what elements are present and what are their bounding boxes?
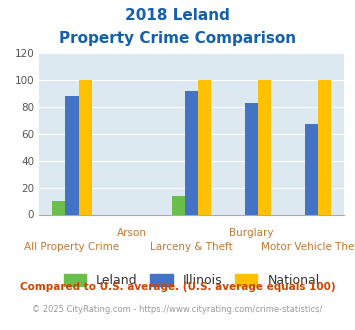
Bar bbox=[185, 90, 198, 214]
Bar bbox=[78, 80, 92, 214]
Bar bbox=[198, 80, 212, 214]
Text: All Property Crime: All Property Crime bbox=[24, 242, 120, 252]
Bar bbox=[318, 80, 331, 214]
Bar bbox=[52, 201, 65, 214]
Bar bbox=[172, 196, 185, 214]
Bar bbox=[258, 80, 271, 214]
Text: Compared to U.S. average. (U.S. average equals 100): Compared to U.S. average. (U.S. average … bbox=[20, 282, 335, 292]
Text: Arson: Arson bbox=[117, 228, 147, 238]
Bar bbox=[305, 124, 318, 214]
Text: © 2025 CityRating.com - https://www.cityrating.com/crime-statistics/: © 2025 CityRating.com - https://www.city… bbox=[32, 305, 323, 314]
Legend: Leland, Illinois, National: Leland, Illinois, National bbox=[59, 269, 325, 292]
Text: 2018 Leland: 2018 Leland bbox=[125, 8, 230, 23]
Bar bbox=[65, 96, 78, 214]
Text: Property Crime Comparison: Property Crime Comparison bbox=[59, 31, 296, 46]
Text: Burglary: Burglary bbox=[229, 228, 274, 238]
Bar bbox=[245, 103, 258, 214]
Text: Motor Vehicle Theft: Motor Vehicle Theft bbox=[261, 242, 355, 252]
Text: Larceny & Theft: Larceny & Theft bbox=[150, 242, 233, 252]
